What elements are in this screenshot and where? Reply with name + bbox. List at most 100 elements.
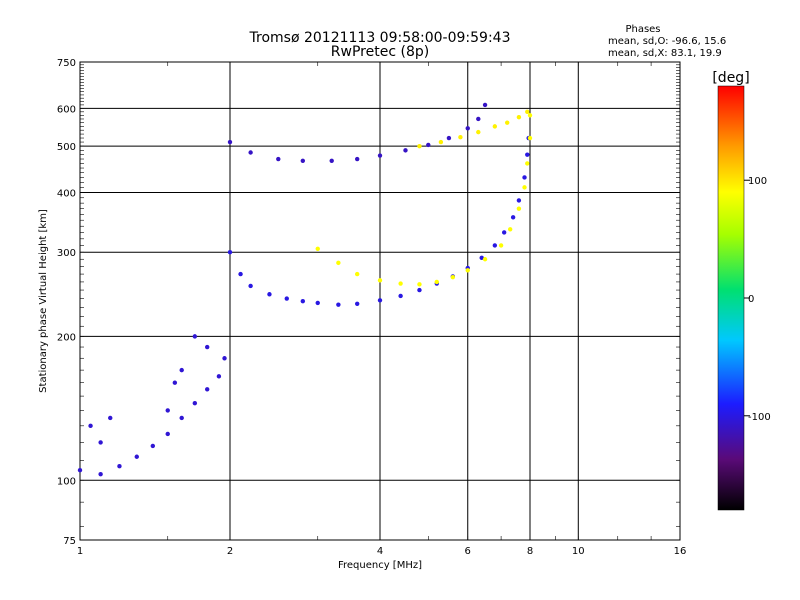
data-point	[417, 143, 422, 149]
data-point	[222, 356, 227, 361]
x-tick-label: 4	[377, 546, 383, 557]
data-points	[77, 102, 533, 477]
data-point	[227, 139, 233, 145]
data-point	[479, 255, 484, 261]
data-point	[179, 415, 184, 421]
data-point	[336, 302, 341, 307]
data-point	[315, 246, 320, 251]
data-point	[417, 287, 422, 293]
colorbar-tick-label: 0	[748, 294, 754, 305]
colorbar	[717, 85, 745, 511]
data-point	[504, 120, 510, 125]
data-point	[377, 298, 383, 303]
data-point	[522, 175, 527, 180]
data-point	[426, 142, 431, 148]
data-point	[98, 471, 103, 477]
data-point	[329, 158, 334, 163]
x-tick-label: 2	[227, 546, 233, 557]
data-point	[476, 129, 481, 135]
data-point	[522, 185, 527, 190]
data-point	[465, 126, 470, 131]
x-tick-label: 8	[527, 546, 533, 557]
axis-ticks: 1 2 4 6 8 10 16 75 100 200 300 400 500 600 750	[57, 58, 686, 557]
data-point	[300, 158, 306, 163]
data-point	[98, 440, 103, 445]
data-point	[501, 230, 507, 235]
y-tick-label: 500	[57, 142, 76, 153]
data-point	[516, 114, 522, 120]
x-axis-label: Frequency [MHz]	[338, 560, 422, 571]
y-tick-label: 750	[57, 58, 76, 69]
data-point	[516, 198, 522, 203]
data-point	[398, 281, 403, 286]
data-point	[498, 243, 504, 248]
data-point	[458, 135, 463, 140]
data-point	[492, 243, 498, 248]
data-point	[315, 300, 320, 306]
data-point	[465, 268, 470, 273]
data-point	[150, 443, 156, 449]
data-point	[476, 116, 481, 122]
data-point	[417, 282, 422, 287]
data-point	[354, 271, 360, 277]
data-point	[204, 344, 210, 350]
data-point	[216, 374, 222, 379]
data-point	[336, 260, 341, 266]
y-tick-label: 400	[57, 188, 76, 199]
data-point	[516, 206, 522, 211]
data-point	[192, 334, 198, 339]
data-point	[434, 279, 439, 285]
data-point	[507, 227, 513, 232]
phase-stats-o: mean, sd,O: -96.6, 15.6	[608, 36, 726, 47]
chart-subtitle: RwPretec (8p)	[331, 44, 429, 60]
colorbar-tick-label: 100	[748, 176, 767, 187]
data-point	[134, 454, 139, 459]
colorbar-ticks: 100 0 -100	[744, 176, 771, 423]
y-tick-label: 300	[57, 248, 76, 259]
x-tick-label: 1	[77, 546, 83, 557]
y-tick-label: 100	[57, 476, 76, 487]
y-tick-label: 200	[57, 332, 76, 343]
data-point	[377, 278, 383, 283]
data-point	[284, 296, 289, 301]
x-tick-label: 6	[465, 546, 471, 557]
y-axis-label: Stationary phase Virtual Height [km]	[38, 209, 49, 393]
data-point	[527, 135, 533, 141]
data-point	[377, 153, 383, 158]
data-point	[398, 293, 403, 299]
data-point	[438, 139, 444, 145]
data-point	[525, 152, 530, 157]
data-point	[165, 431, 170, 437]
data-point	[172, 380, 178, 385]
data-point	[354, 156, 360, 162]
data-point	[446, 135, 452, 141]
data-point	[525, 109, 530, 115]
data-point	[510, 215, 516, 220]
data-point	[238, 271, 243, 277]
y-tick-label: 75	[63, 536, 76, 547]
colorbar-tick-label: -100	[748, 412, 771, 423]
data-point	[403, 148, 408, 153]
x-tick-label: 10	[572, 546, 585, 557]
y-tick-label: 600	[57, 104, 76, 115]
data-point	[248, 150, 253, 155]
phase-stats-x: mean, sd,X: 83.1, 19.9	[608, 48, 722, 59]
data-point	[227, 250, 233, 255]
colorbar-label: [deg]	[712, 70, 749, 86]
data-point	[300, 298, 306, 304]
chart-title: Tromsø 20121113 09:58:00-09:59:43	[249, 30, 511, 46]
data-point	[450, 274, 456, 280]
data-point	[354, 301, 360, 306]
data-point	[248, 283, 253, 289]
data-point	[77, 467, 83, 473]
data-point	[204, 387, 210, 392]
data-point	[482, 102, 488, 108]
phase-stats-title: Phases	[625, 24, 660, 35]
data-point	[482, 257, 488, 262]
data-point	[276, 156, 281, 162]
data-point	[179, 367, 184, 373]
data-point	[492, 124, 498, 129]
data-point	[108, 415, 113, 421]
data-point	[525, 161, 530, 166]
